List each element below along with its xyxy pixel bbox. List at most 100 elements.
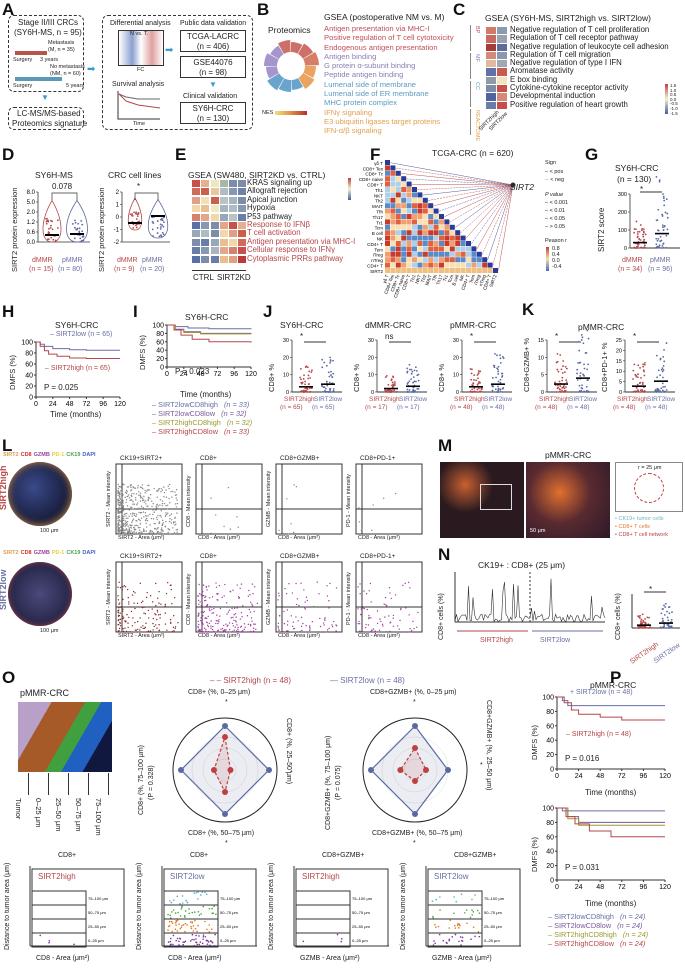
data-point	[303, 390, 306, 393]
data-point	[493, 391, 496, 393]
cell-point	[210, 928, 213, 931]
correlation-cell	[385, 160, 390, 165]
cell-point	[158, 488, 160, 490]
cell-point	[125, 524, 127, 527]
correlation-cell	[417, 203, 423, 209]
g-title-2: (n = 130)	[617, 174, 652, 184]
data-point	[329, 359, 332, 361]
data-point	[646, 616, 649, 619]
correlation-cell	[390, 187, 396, 192]
cell-point	[454, 927, 457, 929]
cell-point	[252, 627, 255, 629]
metastasis-label: Metastasis	[48, 40, 75, 46]
survival-curve	[557, 807, 665, 812]
data-point	[57, 227, 59, 229]
data-point	[307, 383, 310, 386]
correlation-cell	[412, 214, 417, 219]
cell-point	[169, 618, 172, 621]
data-point	[664, 211, 667, 214]
data-point	[639, 239, 642, 241]
cell-point	[374, 630, 376, 632]
distance-band	[427, 932, 483, 948]
cell-point	[117, 483, 120, 486]
cell-point	[227, 486, 230, 489]
cell-point	[364, 626, 367, 629]
data-point	[664, 390, 667, 393]
heatmap-cell	[497, 35, 507, 43]
cell-point	[118, 528, 120, 531]
data-point	[502, 357, 505, 360]
o-scatter-xlabel: CD8 - Area (μm²)	[168, 955, 222, 962]
cell-point	[157, 597, 159, 599]
cell-point	[326, 631, 329, 633]
cell-point	[305, 624, 307, 627]
data-point	[330, 370, 332, 373]
cell-point	[174, 912, 177, 914]
data-point	[639, 246, 642, 249]
h-high-label: SIRT2high	[50, 365, 84, 372]
plot-frame	[355, 463, 423, 535]
cell-point	[144, 489, 146, 492]
l-plot-ylabel: CD8 - Mean intensity	[186, 573, 192, 625]
panel-label-l: L	[2, 436, 13, 455]
data-point	[657, 369, 660, 372]
cell-point	[163, 486, 165, 488]
y-tick-label: 80	[156, 331, 164, 338]
data-point	[388, 391, 391, 393]
cell-point	[129, 631, 132, 633]
data-point	[636, 233, 639, 235]
heatmap-cell	[201, 188, 210, 196]
data-point	[639, 614, 641, 617]
donut-segment	[264, 53, 279, 66]
cell-point	[358, 620, 360, 623]
cell-point	[200, 604, 203, 607]
cell-point	[127, 486, 130, 488]
correlation-cell	[385, 165, 390, 171]
cell-point	[196, 930, 198, 933]
cell-point	[173, 615, 175, 617]
data-point	[329, 356, 331, 359]
cell-point	[182, 941, 184, 943]
data-point	[332, 388, 335, 390]
e-kd-label: SIRT2KD	[217, 273, 251, 282]
cell-point	[141, 532, 143, 534]
cell-point	[131, 493, 133, 495]
heatmap-cell	[201, 238, 210, 246]
metastasis-bar	[15, 51, 47, 55]
plot-frame	[355, 561, 423, 633]
cell-point	[147, 488, 149, 491]
cell-point	[392, 625, 395, 628]
cell-point	[372, 504, 374, 506]
cell-point	[368, 616, 370, 619]
cell-point	[128, 527, 130, 529]
data-point	[300, 378, 302, 381]
data-point	[584, 391, 587, 393]
correlation-cell	[390, 268, 396, 273]
cell-point	[118, 624, 120, 626]
cell-point	[323, 618, 326, 620]
correlation-cell	[444, 241, 450, 246]
group-low-label: SIRT2low	[484, 396, 513, 403]
cell-type-label-bottom: γδ T	[382, 274, 390, 284]
data-point	[643, 231, 645, 234]
data-point	[471, 368, 473, 371]
y-tick-label: 300	[618, 192, 627, 198]
cell-point	[165, 489, 167, 491]
cell-point	[224, 630, 226, 632]
cell-point	[172, 527, 174, 529]
cell-type-label-bottom: NK	[458, 273, 465, 282]
cell-point	[130, 610, 133, 613]
l-plot-xlabel: CD8 - Area (μm²)	[358, 535, 400, 541]
group-low-label: SIRT2low	[314, 396, 343, 403]
correlation-cell	[482, 257, 488, 263]
data-point	[558, 380, 561, 383]
correlation-cell	[493, 268, 498, 273]
legend-n: (n = 33)	[223, 427, 250, 436]
cell-point	[120, 486, 122, 488]
cell-point	[197, 625, 199, 628]
cell-point	[122, 527, 124, 530]
x-tick-label: 48	[197, 371, 205, 378]
cell-point	[362, 607, 364, 609]
cell-point	[226, 625, 228, 627]
